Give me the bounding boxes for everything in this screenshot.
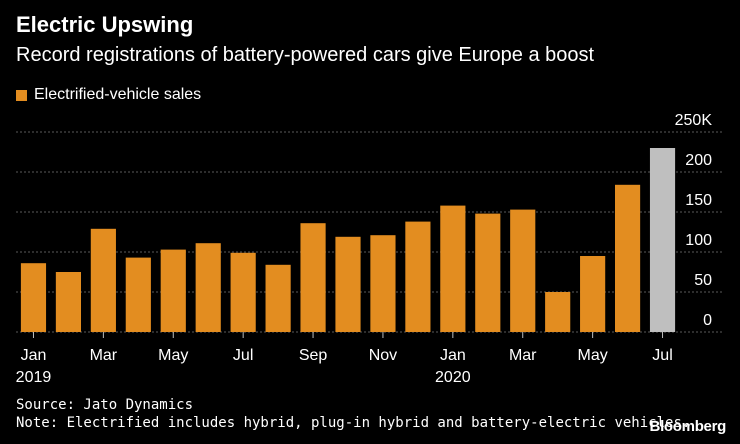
bar-jul-2020	[649, 148, 676, 332]
chart-subtitle: Record registrations of battery-powered …	[16, 44, 595, 66]
y-axis-ticks: 0 50 100 150 200 250K	[675, 112, 713, 329]
bar-nov-2019	[370, 235, 396, 332]
y-tick-label: 100	[685, 232, 712, 249]
legend-label: Electrified-vehicle sales	[34, 86, 202, 103]
bar-jun-2020	[614, 184, 641, 332]
bar-may-2020	[580, 256, 606, 332]
y-tick-label: 250K	[675, 112, 713, 129]
bloomberg-logo: Bloomberg	[649, 418, 727, 435]
note-text: Note: Electrified includes hybrid, plug-…	[16, 415, 691, 431]
bar-sep-2019	[300, 223, 326, 332]
bar-feb-2019	[55, 272, 82, 332]
bar-dec-2019	[405, 221, 431, 332]
bar-feb-2020	[475, 213, 501, 332]
y-tick-label: 0	[703, 312, 712, 329]
x-tick-year-label: 2019	[16, 369, 52, 386]
x-tick-label: Nov	[369, 347, 397, 364]
chart-title: Electric Upswing	[16, 12, 194, 37]
x-tick-year-label: 2020	[435, 369, 471, 386]
x-tick-label: Jul	[652, 347, 672, 364]
bar-may-2019	[160, 249, 186, 332]
x-tick-label: Sep	[299, 347, 328, 364]
bar-aug-2019	[265, 264, 291, 332]
bar-oct-2019	[335, 236, 361, 332]
chart-legend: Electrified-vehicle sales	[16, 86, 201, 104]
x-tick-label: Jul	[233, 347, 253, 364]
bar-jan-2019	[20, 263, 47, 332]
y-tick-label: 200	[685, 152, 712, 169]
source-text: Source: Jato Dynamics	[16, 397, 194, 413]
x-tick-label: May	[158, 347, 188, 364]
x-tick-label: Jan	[21, 347, 47, 364]
y-tick-label: 150	[685, 192, 712, 209]
x-axis-ticks: Jan 2019 Mar May Jul Sep Nov Jan 2020 Mar May Jul	[16, 332, 673, 386]
bars	[20, 148, 676, 332]
bar-mar-2020	[510, 209, 536, 332]
legend-swatch	[16, 89, 27, 101]
bar-apr-2019	[125, 257, 151, 332]
x-tick-label: Mar	[90, 347, 118, 364]
bar-jan-2020	[440, 205, 466, 332]
x-tick-label: May	[578, 347, 608, 364]
bar-apr-2020	[545, 292, 571, 332]
bar-jul-2019	[230, 252, 256, 332]
x-tick-label: Jan	[440, 347, 466, 364]
bar-mar-2019	[90, 228, 116, 332]
bar-jun-2019	[195, 243, 221, 332]
y-tick-label: 50	[694, 272, 712, 289]
x-tick-label: Mar	[509, 347, 537, 364]
